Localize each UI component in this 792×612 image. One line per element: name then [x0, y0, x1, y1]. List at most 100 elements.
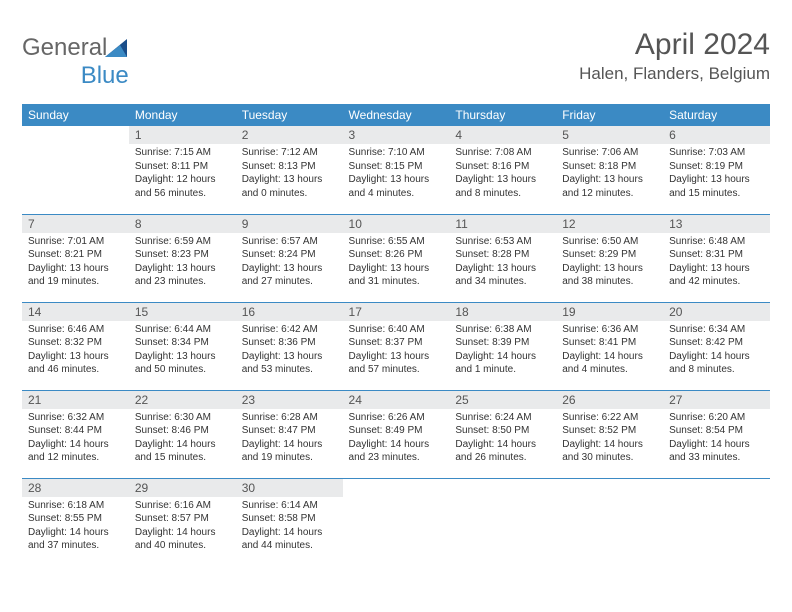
- day-body: Sunrise: 6:24 AMSunset: 8:50 PMDaylight:…: [449, 409, 556, 469]
- day-sunrise: Sunrise: 6:34 AM: [669, 323, 764, 337]
- day-body: Sunrise: 7:12 AMSunset: 8:13 PMDaylight:…: [236, 144, 343, 204]
- calendar-cell: 2Sunrise: 7:12 AMSunset: 8:13 PMDaylight…: [236, 126, 343, 214]
- brand-logo: General: [22, 28, 129, 62]
- day-sunset: Sunset: 8:28 PM: [455, 248, 550, 262]
- month-title: April 2024: [579, 28, 770, 62]
- day-number: 7: [22, 215, 129, 233]
- day-body: Sunrise: 6:57 AMSunset: 8:24 PMDaylight:…: [236, 233, 343, 293]
- day-daylight2: and 12 minutes.: [562, 187, 657, 201]
- calendar-cell: 6Sunrise: 7:03 AMSunset: 8:19 PMDaylight…: [663, 126, 770, 214]
- day-sunset: Sunset: 8:49 PM: [349, 424, 444, 438]
- day-daylight1: Daylight: 14 hours: [669, 438, 764, 452]
- weekday-header: Monday: [129, 104, 236, 126]
- calendar-cell: 15Sunrise: 6:44 AMSunset: 8:34 PMDayligh…: [129, 302, 236, 390]
- calendar-row: 28Sunrise: 6:18 AMSunset: 8:55 PMDayligh…: [22, 478, 770, 566]
- day-number: 24: [343, 391, 450, 409]
- day-number: 30: [236, 479, 343, 497]
- day-number: 5: [556, 126, 663, 144]
- calendar-cell: 13Sunrise: 6:48 AMSunset: 8:31 PMDayligh…: [663, 214, 770, 302]
- day-daylight2: and 42 minutes.: [669, 275, 764, 289]
- day-daylight1: Daylight: 13 hours: [455, 262, 550, 276]
- calendar-cell: 11 Sunrise: 6:53 AMSunset: 8:28 PMDayligh…: [449, 214, 556, 302]
- location-label: Halen, Flanders, Belgium: [579, 64, 770, 84]
- day-daylight1: Daylight: 13 hours: [28, 262, 123, 276]
- day-daylight2: and 23 minutes.: [135, 275, 230, 289]
- day-body: Sunrise: 6:14 AMSunset: 8:58 PMDaylight:…: [236, 497, 343, 557]
- day-body: Sunrise: 7:10 AMSunset: 8:15 PMDaylight:…: [343, 144, 450, 204]
- day-sunrise: Sunrise: 6:42 AM: [242, 323, 337, 337]
- weekday-header: Saturday: [663, 104, 770, 126]
- day-sunrise: Sunrise: 6:28 AM: [242, 411, 337, 425]
- day-daylight1: Daylight: 13 hours: [242, 173, 337, 187]
- day-number: 13: [663, 215, 770, 233]
- day-sunset: Sunset: 8:55 PM: [28, 512, 123, 526]
- calendar-table: Sunday Monday Tuesday Wednesday Thursday…: [22, 104, 770, 566]
- day-number: 17: [343, 303, 450, 321]
- title-block: April 2024 Halen, Flanders, Belgium: [579, 28, 770, 84]
- day-body: Sunrise: 6:38 AMSunset: 8:39 PMDaylight:…: [449, 321, 556, 381]
- day-body: Sunrise: 6:30 AMSunset: 8:46 PMDaylight:…: [129, 409, 236, 469]
- calendar-cell: 7Sunrise: 7:01 AMSunset: 8:21 PMDaylight…: [22, 214, 129, 302]
- day-daylight1: Daylight: 13 hours: [562, 262, 657, 276]
- day-sunset: Sunset: 8:58 PM: [242, 512, 337, 526]
- calendar-cell: 28Sunrise: 6:18 AMSunset: 8:55 PMDayligh…: [22, 478, 129, 566]
- day-body: Sunrise: 7:06 AMSunset: 8:18 PMDaylight:…: [556, 144, 663, 204]
- calendar-row: 21Sunrise: 6:32 AMSunset: 8:44 PMDayligh…: [22, 390, 770, 478]
- calendar-cell: [449, 478, 556, 566]
- day-body: Sunrise: 7:15 AMSunset: 8:11 PMDaylight:…: [129, 144, 236, 204]
- calendar-cell: 4Sunrise: 7:08 AMSunset: 8:16 PMDaylight…: [449, 126, 556, 214]
- calendar-cell: [343, 478, 450, 566]
- day-body: Sunrise: 6:55 AMSunset: 8:26 PMDaylight:…: [343, 233, 450, 293]
- calendar-cell: 25Sunrise: 6:24 AMSunset: 8:50 PMDayligh…: [449, 390, 556, 478]
- day-sunset: Sunset: 8:57 PM: [135, 512, 230, 526]
- day-daylight1: Daylight: 13 hours: [349, 173, 444, 187]
- brand-part1: General: [22, 34, 107, 62]
- day-sunrise: Sunrise: 6:55 AM: [349, 235, 444, 249]
- day-daylight1: Daylight: 13 hours: [135, 350, 230, 364]
- calendar-cell: 29Sunrise: 6:16 AMSunset: 8:57 PMDayligh…: [129, 478, 236, 566]
- day-daylight2: and 46 minutes.: [28, 363, 123, 377]
- day-body: Sunrise: 6:48 AMSunset: 8:31 PMDaylight:…: [663, 233, 770, 293]
- day-number: 21: [22, 391, 129, 409]
- day-number: 9: [236, 215, 343, 233]
- day-body: Sunrise: 6:40 AMSunset: 8:37 PMDaylight:…: [343, 321, 450, 381]
- day-daylight2: and 4 minutes.: [349, 187, 444, 201]
- day-sunrise: Sunrise: 7:10 AM: [349, 146, 444, 160]
- calendar-cell: 12Sunrise: 6:50 AMSunset: 8:29 PMDayligh…: [556, 214, 663, 302]
- day-daylight2: and 19 minutes.: [242, 451, 337, 465]
- day-number: 4: [449, 126, 556, 144]
- calendar-cell: 21Sunrise: 6:32 AMSunset: 8:44 PMDayligh…: [22, 390, 129, 478]
- day-daylight2: and 26 minutes.: [455, 451, 550, 465]
- calendar-cell: 24Sunrise: 6:26 AMSunset: 8:49 PMDayligh…: [343, 390, 450, 478]
- day-number: 11: [449, 215, 556, 233]
- day-sunrise: Sunrise: 6:53 AM: [455, 235, 550, 249]
- day-daylight1: Daylight: 14 hours: [28, 526, 123, 540]
- calendar-row: 7Sunrise: 7:01 AMSunset: 8:21 PMDaylight…: [22, 214, 770, 302]
- day-daylight2: and 8 minutes.: [669, 363, 764, 377]
- day-sunset: Sunset: 8:31 PM: [669, 248, 764, 262]
- calendar-cell: 14Sunrise: 6:46 AMSunset: 8:32 PMDayligh…: [22, 302, 129, 390]
- day-daylight2: and 31 minutes.: [349, 275, 444, 289]
- day-daylight1: Daylight: 13 hours: [562, 173, 657, 187]
- calendar-row: 14Sunrise: 6:46 AMSunset: 8:32 PMDayligh…: [22, 302, 770, 390]
- day-body: Sunrise: 6:44 AMSunset: 8:34 PMDaylight:…: [129, 321, 236, 381]
- day-body: Sunrise: 6:26 AMSunset: 8:49 PMDaylight:…: [343, 409, 450, 469]
- day-sunset: Sunset: 8:21 PM: [28, 248, 123, 262]
- calendar-header-row: Sunday Monday Tuesday Wednesday Thursday…: [22, 104, 770, 126]
- day-sunset: Sunset: 8:32 PM: [28, 336, 123, 350]
- day-sunrise: Sunrise: 6:50 AM: [562, 235, 657, 249]
- day-daylight2: and 15 minutes.: [669, 187, 764, 201]
- day-sunset: Sunset: 8:46 PM: [135, 424, 230, 438]
- weekday-header: Wednesday: [343, 104, 450, 126]
- calendar-cell: 27Sunrise: 6:20 AMSunset: 8:54 PMDayligh…: [663, 390, 770, 478]
- day-sunrise: Sunrise: 6:14 AM: [242, 499, 337, 513]
- day-daylight1: Daylight: 13 hours: [242, 350, 337, 364]
- day-sunrise: Sunrise: 6:18 AM: [28, 499, 123, 513]
- day-daylight2: and 8 minutes.: [455, 187, 550, 201]
- day-sunset: Sunset: 8:37 PM: [349, 336, 444, 350]
- day-sunset: Sunset: 8:24 PM: [242, 248, 337, 262]
- day-sunrise: Sunrise: 6:36 AM: [562, 323, 657, 337]
- day-daylight2: and 40 minutes.: [135, 539, 230, 553]
- calendar-cell: 17Sunrise: 6:40 AMSunset: 8:37 PMDayligh…: [343, 302, 450, 390]
- day-body: Sunrise: 7:08 AMSunset: 8:16 PMDaylight:…: [449, 144, 556, 204]
